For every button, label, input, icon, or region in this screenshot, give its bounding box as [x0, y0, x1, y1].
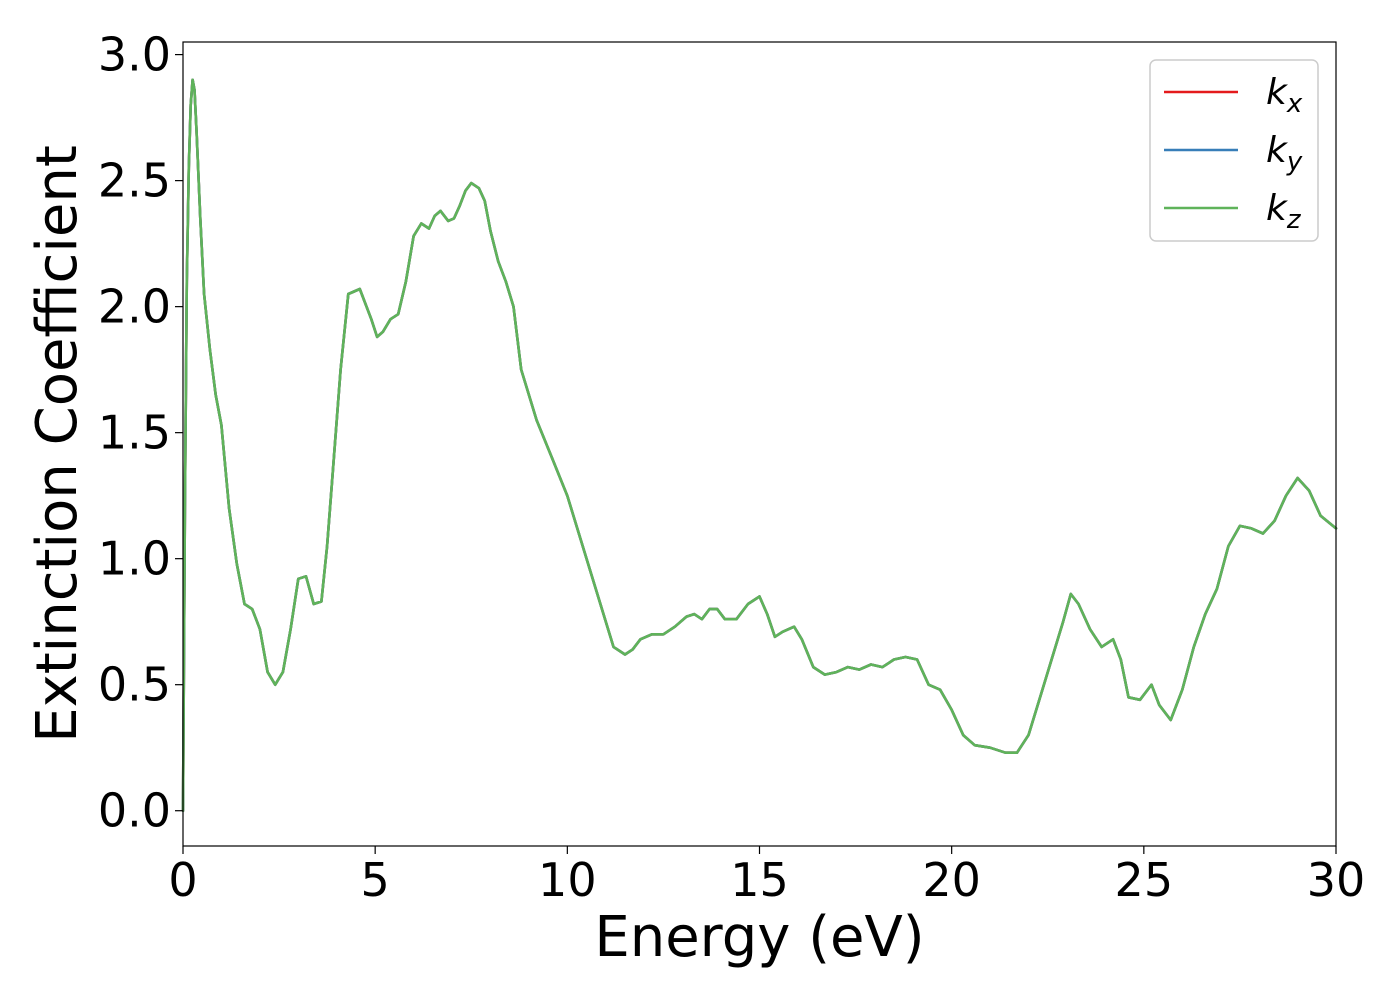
x-tick-label: 25 — [1115, 853, 1174, 907]
y-tick-label: 2.5 — [98, 154, 171, 208]
x-axis-ticks: 0 5 10 15 20 25 30 — [168, 846, 1365, 907]
x-tick-label: 10 — [538, 853, 597, 907]
legend: kx ky kz — [1149, 59, 1319, 242]
legend-label-k-y: ky — [1266, 130, 1303, 177]
series-line-k-z — [181, 78, 1338, 813]
legend-label-k-z: kz — [1266, 188, 1302, 235]
y-tick-label: 0.5 — [98, 658, 171, 712]
x-tick-label: 30 — [1307, 853, 1366, 907]
y-tick-label: 1.0 — [98, 532, 171, 586]
plot-background — [183, 42, 1336, 846]
y-tick-label: 1.5 — [98, 406, 171, 460]
series-layer — [181, 78, 1338, 813]
x-tick-label: 20 — [922, 853, 981, 907]
y-tick-label: 2.0 — [98, 280, 171, 334]
y-axis-label: Extinction Coefficient — [25, 145, 90, 743]
x-tick-label: 5 — [361, 853, 390, 907]
y-tick-label: 0.0 — [98, 784, 171, 838]
y-axis-ticks: 0.0 0.5 1.0 1.5 2.0 2.5 3.0 — [98, 28, 183, 838]
x-tick-label: 15 — [730, 853, 789, 907]
y-tick-label: 3.0 — [98, 28, 171, 82]
legend-label-k-x: kx — [1266, 72, 1303, 119]
x-axis-label: Energy (eV) — [594, 905, 924, 970]
x-tick-label: 0 — [168, 853, 197, 907]
